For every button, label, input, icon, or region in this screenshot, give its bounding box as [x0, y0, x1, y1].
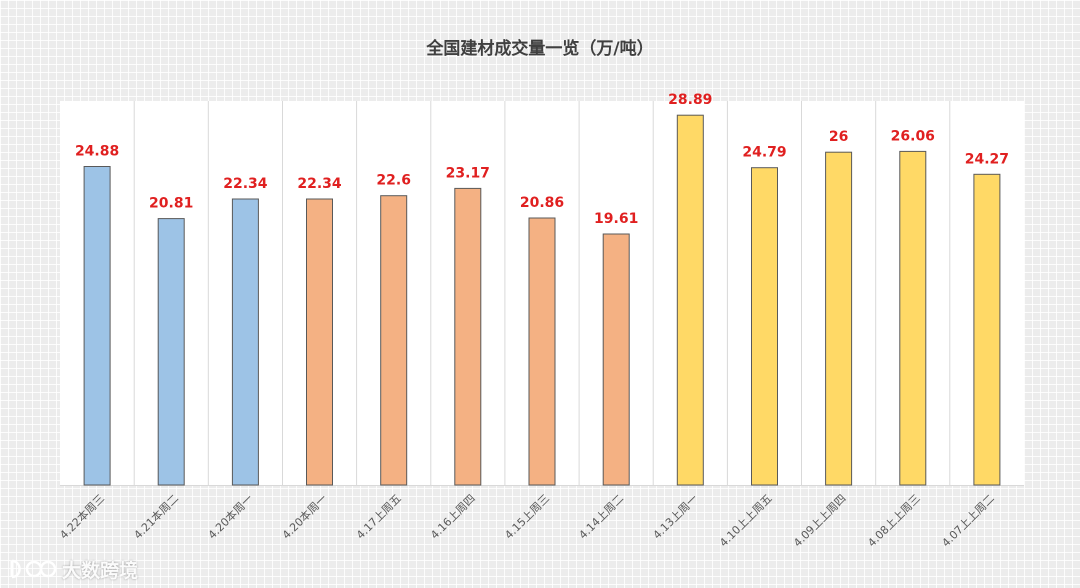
data-label: 28.89 — [668, 92, 712, 108]
value-labels-group: 24.88 20.81 22.34 22.34 22.6 23.17 20.86 19.61 2… — [75, 92, 1009, 227]
bar — [825, 151, 853, 486]
data-label: 22.34 — [223, 176, 268, 192]
data-label: 22.6 — [376, 173, 411, 189]
bar — [380, 195, 408, 486]
bar — [454, 187, 482, 486]
x-tick-label: 4.13上周一 — [651, 492, 701, 542]
data-label: 24.88 — [75, 144, 119, 160]
x-tick-label: 4.22本周三 — [57, 491, 108, 542]
x-tick-label: 4.09上上周四 — [791, 492, 849, 550]
chart-title: 全国建材成交量一览（万/吨） — [426, 39, 654, 59]
bar — [157, 218, 185, 486]
bar — [899, 150, 927, 486]
watermark: 大数跨境 — [8, 556, 138, 582]
bar — [83, 166, 111, 486]
bar — [231, 198, 259, 486]
bar — [306, 198, 333, 486]
x-tick-label: 4.21本周二 — [131, 491, 182, 542]
watermark-text: 大数跨境 — [62, 559, 139, 582]
bars-group — [83, 114, 1001, 486]
x-tick-label: 4.20本周一 — [279, 491, 330, 542]
data-label: 20.86 — [520, 195, 564, 211]
x-tick-labels-group: 4.22本周三 4.21本周二 4.20本周一 4.20本周一 4.17上周五 4.16上… — [57, 491, 997, 549]
data-label: 20.81 — [149, 196, 193, 212]
bar — [676, 114, 704, 486]
data-label: 26.06 — [891, 128, 935, 144]
bar — [602, 233, 630, 486]
data-label: 22.34 — [297, 176, 342, 192]
x-tick-label: 4.20本周一 — [205, 491, 256, 542]
x-tick-label: 4.07上上周二 — [939, 492, 997, 550]
data-label: 26 — [829, 129, 848, 145]
x-tick-label: 4.10上上周五 — [717, 492, 775, 550]
x-tick-label: 4.08上上周三 — [865, 492, 923, 550]
data-label: 24.79 — [742, 145, 786, 161]
x-tick-label: 4.14上周二 — [576, 492, 626, 542]
bar — [751, 167, 778, 486]
category-separators — [133, 101, 951, 485]
x-tick-label: 4.15上周三 — [502, 492, 552, 542]
data-label: 19.61 — [594, 211, 638, 227]
x-tick-label: 4.16上周四 — [428, 492, 478, 542]
watermark-logo-icon — [10, 559, 56, 579]
x-tick-label: 4.17上周五 — [354, 492, 404, 542]
data-label: 24.27 — [965, 151, 1009, 167]
bar — [528, 217, 556, 486]
bar — [973, 173, 1001, 486]
data-label: 23.17 — [446, 165, 490, 181]
